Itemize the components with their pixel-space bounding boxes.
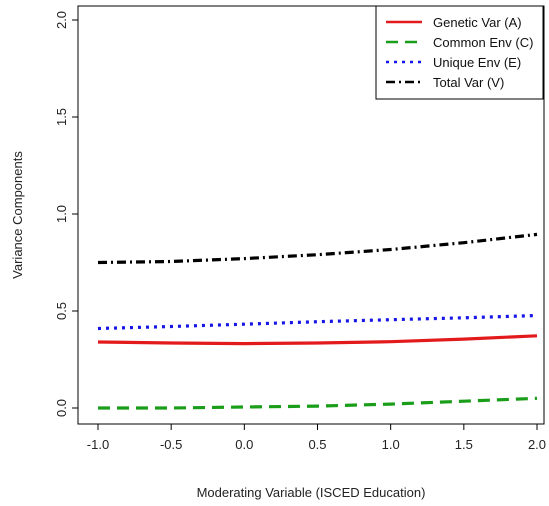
x-tick-label: 0.0 [235,437,253,452]
y-axis-title: Variance Components [10,151,25,279]
x-tick-label: 2.0 [528,437,546,452]
series-line-0 [97,334,538,346]
legend-label-0: Genetic Var (A) [433,15,522,30]
legend-label-2: Unique Env (E) [433,55,521,70]
series-line-2 [97,313,538,331]
y-tick-label: 0.5 [54,302,69,320]
x-tick-label: 1.0 [382,437,400,452]
series-line-3 [97,232,538,265]
y-tick-label: 0.0 [54,399,69,417]
x-tick-label: 0.5 [308,437,326,452]
x-tick-label: -0.5 [160,437,182,452]
legend-label-3: Total Var (V) [433,75,504,90]
series-layer [97,232,538,410]
y-tick-label: 1.0 [54,205,69,223]
y-tick-label: 2.0 [54,11,69,29]
series-line-1 [98,396,538,410]
x-tick-label: 1.5 [455,437,473,452]
y-axis: 0.0 0.5 1.0 1.5 2.0 [54,11,79,417]
legend: Genetic Var (A) Common Env (C) Unique Env … [375,5,544,100]
x-tick-label: -1.0 [87,437,109,452]
y-tick-label: 1.5 [54,108,69,126]
x-axis-title: Moderating Variable (ISCED Education) [197,485,426,500]
legend-label-1: Common Env (C) [433,35,533,50]
x-axis: -1.0 -0.5 0.0 0.5 1.0 1.5 2.0 [87,423,546,452]
